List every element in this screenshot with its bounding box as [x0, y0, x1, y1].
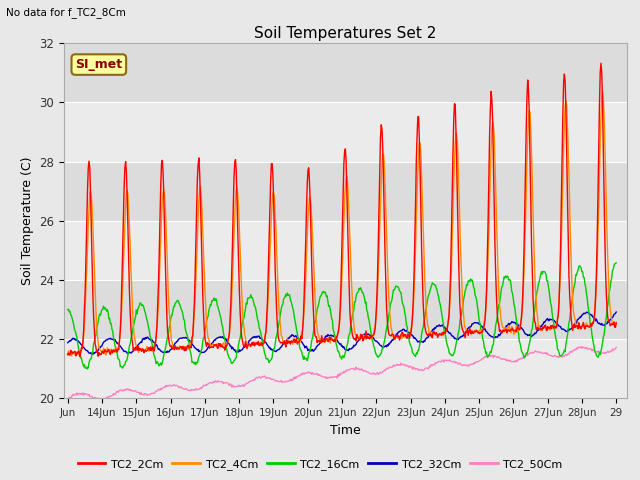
Bar [64, 339, 627, 398]
TC2_4Cm [187, 343, 195, 348]
TC2_4Cm [74, 350, 82, 356]
TC2_2Cm [216, 342, 223, 348]
TC2_2Cm [597, 60, 605, 66]
TC2_50Cm [131, 388, 139, 394]
TC2_2Cm [410, 297, 417, 303]
TC2_4Cm [64, 352, 72, 358]
TC2_2Cm [76, 354, 84, 360]
TC2_32Cm [426, 332, 433, 337]
TC2_50Cm [578, 344, 586, 349]
Bar [64, 102, 627, 162]
Legend: TC2_2Cm, TC2_4Cm, TC2_16Cm, TC2_32Cm, TC2_50Cm: TC2_2Cm, TC2_4Cm, TC2_16Cm, TC2_32Cm, TC… [73, 455, 567, 474]
TC2_50Cm [426, 363, 433, 369]
TC2_32Cm [187, 340, 195, 346]
TC2_2Cm [187, 344, 195, 349]
TC2_32Cm [64, 340, 72, 346]
TC2_16Cm [426, 290, 433, 296]
TC2_50Cm [410, 364, 417, 370]
TC2_16Cm [84, 366, 92, 372]
TC2_2Cm [426, 333, 433, 338]
TC2_2Cm [74, 350, 81, 356]
X-axis label: Time: Time [330, 424, 361, 437]
TC2_32Cm [612, 309, 620, 315]
TC2_16Cm [410, 351, 417, 357]
Bar [64, 280, 627, 339]
TC2_32Cm [89, 351, 97, 357]
TC2_16Cm [187, 349, 195, 355]
Bar [64, 221, 627, 280]
TC2_4Cm [612, 320, 620, 325]
TC2_50Cm [97, 396, 105, 402]
TC2_4Cm [131, 336, 139, 342]
TC2_16Cm [74, 339, 81, 345]
Text: SI_met: SI_met [76, 58, 122, 71]
TC2_32Cm [131, 346, 139, 352]
Bar [64, 162, 627, 221]
TC2_2Cm [131, 348, 139, 353]
Y-axis label: Soil Temperature (C): Soil Temperature (C) [20, 156, 34, 285]
TC2_4Cm [216, 344, 223, 349]
TC2_2Cm [612, 320, 620, 325]
TC2_16Cm [64, 307, 72, 312]
Line: TC2_50Cm: TC2_50Cm [68, 347, 616, 399]
TC2_16Cm [612, 260, 620, 266]
Title: Soil Temperatures Set 2: Soil Temperatures Set 2 [255, 25, 436, 41]
Bar [64, 43, 627, 102]
TC2_50Cm [187, 388, 195, 394]
TC2_4Cm [410, 304, 417, 310]
Text: No data for f_TC2_8Cm: No data for f_TC2_8Cm [6, 7, 126, 18]
TC2_16Cm [216, 310, 223, 316]
TC2_32Cm [410, 333, 417, 339]
TC2_32Cm [74, 338, 81, 344]
TC2_50Cm [216, 379, 223, 384]
Line: TC2_4Cm: TC2_4Cm [68, 91, 616, 356]
TC2_4Cm [68, 353, 76, 359]
Line: TC2_2Cm: TC2_2Cm [68, 63, 616, 357]
TC2_32Cm [216, 335, 223, 340]
TC2_50Cm [74, 392, 81, 398]
TC2_50Cm [612, 344, 620, 350]
TC2_4Cm [426, 332, 433, 338]
TC2_16Cm [131, 317, 139, 323]
TC2_2Cm [64, 351, 72, 357]
Line: TC2_16Cm: TC2_16Cm [68, 263, 616, 369]
Line: TC2_32Cm: TC2_32Cm [68, 312, 616, 354]
TC2_4Cm [598, 88, 606, 94]
TC2_50Cm [64, 396, 72, 402]
